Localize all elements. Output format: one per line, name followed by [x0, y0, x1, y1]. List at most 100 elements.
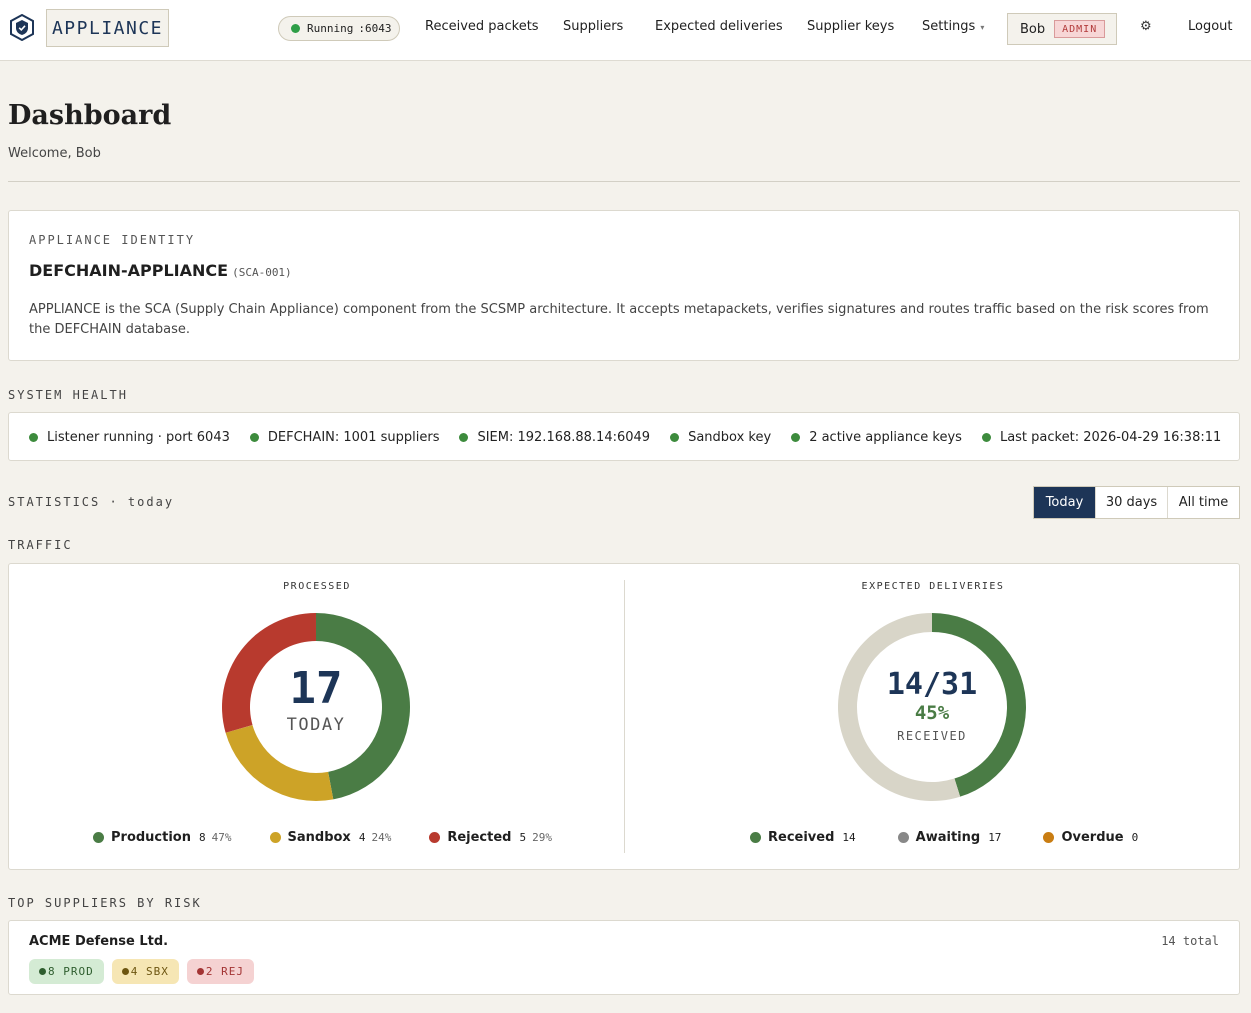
processed-sandbox-segment [225, 725, 334, 801]
legend-name: Production [111, 830, 191, 845]
chip-text: 8 PROD [48, 965, 94, 978]
system-health-card: Listener running · port 6043 DEFCHAIN: 1… [8, 412, 1240, 461]
legend-received: Received 14 [750, 830, 856, 845]
appliance-name: DEFCHAIN-APPLIANCE (SCA-001) [29, 261, 292, 280]
appliance-identity-card: APPLIANCE IDENTITY DEFCHAIN-APPLIANCE (SC… [8, 210, 1240, 361]
health-item-last-packet: Last packet: 2026-04-29 16:38:11 [981, 430, 1222, 445]
role-badge: ADMIN [1054, 20, 1106, 38]
supplier-name[interactable]: ACME Defense Ltd. [29, 934, 169, 949]
chip-dot-icon [39, 968, 46, 975]
health-item-text: DEFCHAIN: 1001 suppliers [267, 430, 440, 445]
processed-production-segment [316, 613, 410, 800]
expected-ratio: 14/31 [887, 667, 977, 702]
expected-pct: 45% [915, 702, 950, 724]
legend-awaiting: Awaiting 17 [897, 830, 1001, 845]
chip-text: 4 SBX [130, 965, 169, 978]
chart-divider [624, 580, 625, 853]
nav-expected-deliveries[interactable]: Expected deliveries [655, 19, 783, 34]
appliance-name-text: DEFCHAIN-APPLIANCE [29, 261, 229, 280]
expected-received-segment [932, 613, 1026, 797]
legend-count: 8 [199, 831, 206, 844]
range-selector: Today 30 days All time [1033, 486, 1240, 519]
top-suppliers-label: TOP SUPPLIERS BY RISK [8, 896, 202, 910]
rej-chip: 2 REJ [186, 959, 254, 984]
user-menu[interactable]: Bob ADMIN [1007, 13, 1117, 45]
range-today-button[interactable]: Today [1034, 487, 1095, 518]
health-item-text: SIEM: 192.168.88.14:6049 [477, 430, 651, 445]
expected-remaining-segment [838, 613, 961, 801]
legend-count: 14 [842, 831, 856, 844]
legend-dot-icon [429, 832, 441, 843]
health-item-sandbox-key: Sandbox key [670, 430, 771, 445]
processed-caption: TODAY [287, 715, 346, 735]
legend-count: 0 [1131, 831, 1139, 844]
health-item-defchain: DEFCHAIN: 1001 suppliers [249, 430, 440, 445]
legend-pct: 47% [211, 831, 232, 844]
legend-production: Production 8 47% [93, 830, 232, 845]
status-port: :6043 [358, 22, 392, 35]
legend-pct: 24% [371, 831, 392, 844]
nav-settings-dropdown[interactable]: Settings ▾ [922, 19, 984, 34]
status-dot-icon [791, 433, 801, 442]
legend-sandbox: Sandbox 4 24% [269, 830, 392, 845]
health-item-appliance-keys: 2 active appliance keys [791, 430, 962, 445]
range-30-days-button[interactable]: 30 days [1095, 487, 1167, 518]
shield-logo-icon[interactable] [10, 14, 34, 41]
nav-settings-label: Settings [922, 19, 976, 34]
processed-legend: Production 8 47% Sandbox 4 24% Rejected 5 29% [93, 830, 552, 845]
legend-count: 5 [519, 831, 527, 844]
identity-label: APPLIANCE IDENTITY [29, 233, 196, 247]
brand-logo[interactable]: APPLIANCE [46, 9, 169, 47]
health-item-siem: SIEM: 192.168.88.14:6049 [459, 430, 650, 445]
listener-status-pill: Running :6043 [278, 16, 400, 41]
expected-chart-title: EXPECTED DELIVERIES [861, 581, 1005, 592]
legend-rejected: Rejected 5 29% [429, 830, 552, 845]
nav-supplier-keys[interactable]: Supplier keys [807, 19, 895, 34]
status-dot-icon [291, 24, 300, 33]
top-navigation-bar: APPLIANCE Running :6043 Received packets… [0, 0, 1251, 61]
processed-total: 17 [290, 663, 343, 714]
logout-link[interactable]: Logout [1188, 19, 1233, 34]
chip-dot-icon [121, 968, 129, 975]
processed-chart-title: PROCESSED [283, 581, 351, 592]
legend-name: Rejected [447, 830, 512, 845]
supplier-card[interactable]: ACME Defense Ltd. 14 total 8 PROD 4 SBX … [8, 920, 1240, 995]
health-item-text: Last packet: 2026-04-29 16:38:11 [999, 430, 1222, 445]
legend-dot-icon [93, 832, 104, 843]
appliance-code: (SCA-001) [232, 266, 292, 279]
status-dot-icon [981, 433, 991, 442]
legend-dot-icon [750, 832, 761, 843]
legend-dot-icon [269, 832, 281, 843]
legend-dot-icon [1043, 832, 1055, 843]
status-label: Running [307, 22, 354, 35]
system-health-label: SYSTEM HEALTH [8, 388, 128, 402]
statistics-label: STATISTICS · today [8, 495, 175, 509]
status-dot-icon [670, 433, 680, 442]
traffic-label: TRAFFIC [8, 538, 73, 552]
welcome-text: Welcome, Bob [8, 146, 101, 161]
health-item-text: Listener running · port 6043 [47, 430, 230, 445]
gear-icon[interactable]: ⚙ [1140, 19, 1152, 34]
health-items: Listener running · port 6043 DEFCHAIN: 1… [29, 430, 1241, 445]
nav-received-packets[interactable]: Received packets [425, 19, 539, 34]
supplier-total: 14 total [1161, 934, 1219, 948]
status-dot-icon [249, 433, 259, 442]
expected-legend: Received 14 Awaiting 17 Overdue 0 [750, 830, 1138, 845]
page-title: Dashboard [8, 100, 172, 131]
legend-name: Sandbox [287, 830, 351, 845]
legend-name: Awaiting [915, 830, 981, 845]
chevron-down-icon: ▾ [980, 23, 985, 32]
legend-pct: 29% [532, 831, 552, 844]
expected-caption: RECEIVED [897, 729, 967, 743]
chip-dot-icon [196, 968, 204, 975]
supplier-chips: 8 PROD 4 SBX 2 REJ [29, 959, 262, 984]
chip-text: 2 REJ [205, 965, 244, 978]
legend-name: Overdue [1061, 830, 1124, 845]
traffic-card: PROCESSED 17 TODAY Production 8 47% Sandbo… [8, 563, 1240, 870]
health-item-listener: Listener running · port 6043 [29, 430, 230, 445]
nav-suppliers[interactable]: Suppliers [563, 19, 624, 34]
range-all-time-button[interactable]: All time [1167, 487, 1239, 518]
health-item-text: Sandbox key [688, 430, 772, 445]
legend-dot-icon [897, 832, 909, 843]
sbx-chip: 4 SBX [111, 959, 179, 984]
